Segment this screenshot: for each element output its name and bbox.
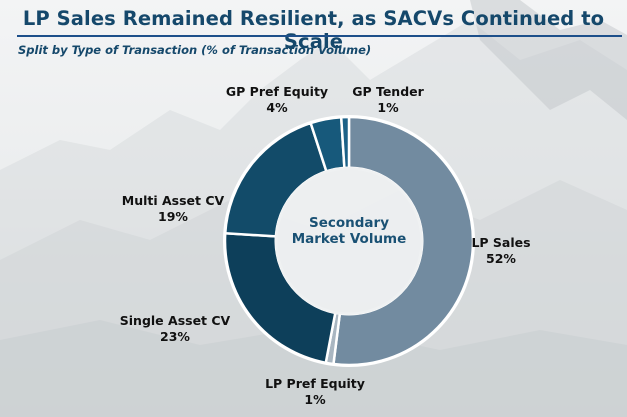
label-multi-asset-cv: Multi Asset CV 19% [110, 193, 236, 225]
title-underline [17, 35, 622, 37]
label-lp-pref-equity-pct: 1% [304, 392, 326, 407]
donut-center-label: Secondary Market Volume [279, 215, 419, 247]
label-lp-sales-name: LP Sales [471, 235, 531, 250]
label-gp-tender: GP Tender 1% [348, 84, 428, 116]
label-lp-pref-equity-name: LP Pref Equity [265, 376, 365, 391]
label-multi-asset-cv-name: Multi Asset CV [121, 193, 225, 208]
label-gp-pref-equity: GP Pref Equity 4% [212, 84, 342, 116]
label-single-asset-cv-pct: 23% [160, 329, 190, 344]
label-gp-tender-pct: 1% [377, 100, 399, 115]
label-gp-tender-name: GP Tender [352, 84, 424, 99]
label-multi-asset-cv-pct: 19% [158, 209, 188, 224]
donut-hole [275, 167, 423, 315]
label-gp-pref-equity-pct: 4% [266, 100, 288, 115]
label-single-asset-cv-name: Single Asset CV [119, 313, 231, 328]
label-single-asset-cv: Single Asset CV 23% [110, 313, 240, 345]
chart-subtitle: Split by Type of Transaction (% of Trans… [18, 43, 372, 57]
center-label-line1: Secondary [309, 215, 389, 231]
donut-outer-edge [223, 115, 475, 367]
label-lp-pref-equity: LP Pref Equity 1% [255, 376, 375, 408]
label-lp-sales: LP Sales 52% [466, 235, 536, 267]
label-gp-pref-equity-name: GP Pref Equity [225, 84, 329, 99]
center-label-line2: Market Volume [291, 231, 407, 247]
label-lp-sales-pct: 52% [486, 251, 516, 266]
